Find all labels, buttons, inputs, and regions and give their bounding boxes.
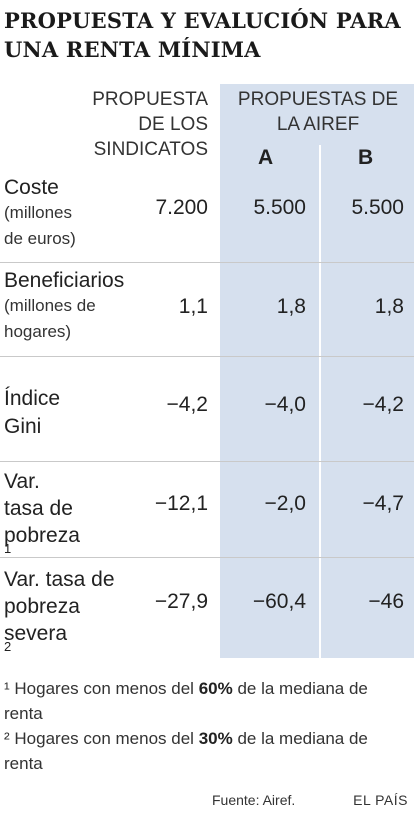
footnote-2-text: Hogares con menos del — [14, 729, 194, 748]
table-row-gini: Índice Gini −4,2 −4,0 −4,2 — [0, 357, 414, 461]
row-label-sub-2: hogares) — [4, 322, 72, 341]
row-label-line-2: pobreza — [4, 595, 80, 618]
table-row-coste: Coste (millones de euros) 7.200 5.500 5.… — [0, 174, 414, 262]
row-label-line-1: Índice — [4, 387, 61, 410]
footnote-2: ² Hogares con menos del 30% de la median… — [4, 726, 404, 776]
value-sindicatos: −27,9 — [154, 590, 208, 613]
row-label: Var. tasa de pobreza severa 2 — [4, 566, 154, 653]
value-sindicatos: −12,1 — [154, 492, 208, 515]
row-label: Beneficiarios (millones de hogares) — [4, 269, 164, 345]
value-sindicatos: 1,1 — [178, 295, 208, 318]
footnotes: ¹ Hogares con menos del 60% de la median… — [4, 676, 404, 776]
header-sindicatos-line-1: PROPUESTA — [92, 89, 208, 110]
footnote-1-text-end: de la mediana de renta — [4, 679, 368, 723]
header-airef-line-1: PROPUESTAS DE — [237, 89, 399, 110]
row-label-line-3: pobreza 1 — [4, 522, 154, 555]
table-row-tasa-pobreza: Var. tasa de pobreza 1 −12,1 −2,0 −4,7 — [0, 462, 414, 557]
row-label-line-1: Var. tasa de — [4, 568, 115, 591]
footnote-1-percent: 60% — [198, 679, 233, 698]
row-divider — [0, 262, 414, 263]
value-airef-a: 1,8 — [276, 295, 306, 318]
row-label-main: Beneficiarios — [4, 269, 125, 292]
title-line-2: UNA RENTA MÍNIMA — [4, 37, 261, 62]
column-b-header: B — [358, 146, 374, 169]
header-airef: PROPUESTAS DE LA AIREF — [222, 87, 414, 137]
table-row-pobreza-severa: Var. tasa de pobreza severa 2 −27,9 −60,… — [0, 558, 414, 658]
row-label-line-2: Gini — [4, 415, 42, 438]
value-airef-b: 1,8 — [374, 295, 404, 318]
footnote-2-text-end: de la mediana de renta — [4, 729, 368, 773]
footnote-1: ¹ Hogares con menos del 60% de la median… — [4, 676, 404, 726]
column-separator — [319, 145, 321, 658]
header-sindicatos: PROPUESTA DE LOS SINDICATOS — [28, 87, 208, 162]
footnote-2-mark: ² — [4, 729, 10, 748]
value-airef-a: −60,4 — [252, 590, 306, 613]
value-airef-a: −4,0 — [264, 393, 306, 416]
row-label: Índice Gini — [4, 385, 154, 441]
row-divider — [0, 356, 414, 357]
value-sindicatos: 7.200 — [155, 196, 208, 219]
footnote-1-text: Hogares con menos del — [14, 679, 194, 698]
row-label-sub-2: de euros) — [4, 229, 76, 248]
table-row-beneficiarios: Beneficiarios (millones de hogares) 1,1 … — [0, 263, 414, 355]
title-line-1: PROPUESTA Y EVALUCIÓN PARA — [4, 8, 401, 33]
value-airef-a: −2,0 — [264, 492, 306, 515]
row-label-line-3-text: pobreza — [4, 524, 80, 547]
column-a-header: A — [258, 146, 274, 169]
header-airef-line-2: LA AIREF — [276, 114, 360, 135]
row-label-line-2: tasa de — [4, 497, 73, 520]
row-divider — [0, 461, 414, 462]
brand-logo: EL PAÍS — [353, 792, 408, 808]
row-label-line-1: Var. — [4, 470, 40, 493]
row-divider — [0, 557, 414, 558]
footnote-2-percent: 30% — [198, 729, 233, 748]
row-label-sub-1: (millones de — [4, 296, 96, 315]
row-label-line-3-text: severa — [4, 622, 68, 645]
airef-column-band — [220, 84, 414, 658]
row-label-line-3: severa 2 — [4, 620, 154, 653]
header-sindicatos-line-2: DE LOS — [138, 114, 208, 135]
value-airef-b: −46 — [368, 590, 404, 613]
page-title: PROPUESTA Y EVALUCIÓN PARA UNA RENTA MÍN… — [4, 6, 404, 64]
value-airef-b: −4,7 — [362, 492, 404, 515]
source-credit: Fuente: Airef. — [212, 792, 296, 808]
value-airef-b: 5.500 — [351, 196, 404, 219]
value-sindicatos: −4,2 — [166, 393, 208, 416]
value-airef-a: 5.500 — [253, 196, 306, 219]
row-label-main: Coste — [4, 176, 59, 199]
header-sindicatos-line-3: SINDICATOS — [93, 139, 208, 160]
row-label-sub-1: (millones — [4, 203, 73, 222]
row-label: Var. tasa de pobreza 1 — [4, 468, 154, 555]
value-airef-b: −4,2 — [362, 393, 404, 416]
row-label: Coste (millones de euros) — [4, 176, 154, 252]
footnote-1-mark: ¹ — [4, 679, 10, 698]
